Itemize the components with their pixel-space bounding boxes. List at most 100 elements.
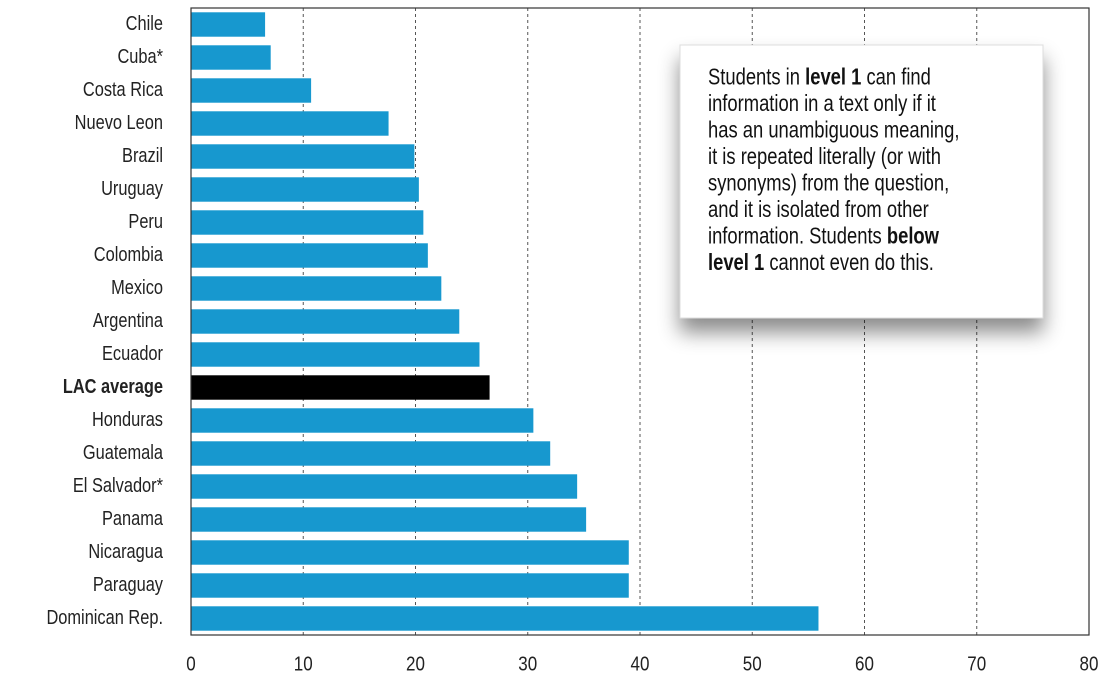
annotation-line: information in a text only if it (708, 91, 936, 116)
bar (191, 111, 389, 136)
y-tick: Argentina (93, 308, 164, 331)
x-tick-label: 40 (631, 652, 650, 675)
x-tick: 0 (186, 652, 195, 675)
y-tick: Cuba* (117, 44, 163, 67)
y-tick-label: Nicaragua (88, 539, 163, 562)
bar (191, 144, 415, 169)
x-tick: 10 (294, 652, 313, 675)
y-tick: LAC average (63, 374, 163, 397)
bar (191, 177, 419, 202)
y-tick: Colombia (94, 242, 164, 265)
y-tick: Uruguay (101, 176, 164, 199)
x-tick: 60 (855, 652, 874, 675)
bar (191, 408, 534, 433)
bar (191, 441, 551, 466)
y-tick-label: Cuba* (117, 44, 163, 67)
y-tick-label: Chile (126, 11, 163, 34)
x-tick-label: 70 (967, 652, 986, 675)
y-tick-label: Panama (102, 506, 164, 529)
bar (191, 78, 312, 103)
annotation-line: level 1 cannot even do this. (708, 250, 934, 275)
y-tick: El Salvador* (73, 473, 163, 496)
x-tick: 20 (406, 652, 425, 675)
bar (191, 276, 442, 301)
y-tick: Nuevo Leon (75, 110, 163, 133)
y-tick-label: Dominican Rep. (46, 605, 163, 628)
annotation-text: Students in level 1 can find (708, 64, 931, 89)
y-tick-label: Costa Rica (83, 77, 164, 100)
annotation-run: it is repeated literally (or with (708, 144, 941, 169)
annotation-run: Students in (708, 64, 805, 89)
y-tick-label: Argentina (93, 308, 164, 331)
y-tick: Peru (128, 209, 163, 232)
y-tick-label: Paraguay (93, 572, 164, 595)
annotation-text: synonyms) from the question, (708, 170, 949, 195)
annotation-run: cannot even do this. (764, 250, 934, 275)
annotation-run: synonyms) from the question, (708, 170, 949, 195)
x-tick-label: 20 (406, 652, 425, 675)
bar (191, 507, 587, 532)
bar (191, 210, 424, 235)
y-tick: Paraguay (93, 572, 164, 595)
bar (191, 606, 819, 631)
annotation-text: level 1 cannot even do this. (708, 250, 934, 275)
bar (191, 309, 460, 334)
y-tick: Guatemala (83, 440, 164, 463)
x-tick: 70 (967, 652, 986, 675)
x-tick: 80 (1080, 652, 1099, 675)
x-tick-label: 30 (518, 652, 537, 675)
annotation-run: level 1 (805, 64, 861, 89)
annotation-run: and it is isolated from other (708, 197, 929, 222)
y-tick: Nicaragua (88, 539, 163, 562)
bar (191, 375, 490, 400)
y-tick-label: Honduras (92, 407, 163, 430)
x-tick: 50 (743, 652, 762, 675)
x-tick-label: 50 (743, 652, 762, 675)
x-tick: 40 (631, 652, 650, 675)
annotation-text: information in a text only if it (708, 91, 936, 116)
annotation-run: can find (861, 64, 931, 89)
bar (191, 342, 480, 367)
bar (191, 474, 578, 499)
y-tick-label: Brazil (122, 143, 163, 166)
annotation-run: information. Students (708, 223, 887, 248)
annotation-line: it is repeated literally (or with (708, 144, 941, 169)
annotation-box (679, 44, 1044, 319)
y-tick: Honduras (92, 407, 163, 430)
annotation-line: synonyms) from the question, (708, 170, 949, 195)
y-tick-label: LAC average (63, 374, 163, 397)
annotation-text: and it is isolated from other (708, 197, 929, 222)
annotation-line: Students in level 1 can find (708, 64, 931, 89)
x-tick-label: 10 (294, 652, 313, 675)
x-tick-label: 0 (186, 652, 195, 675)
y-tick: Costa Rica (83, 77, 164, 100)
y-tick-label: Ecuador (102, 341, 163, 364)
annotation-run: level 1 (708, 250, 764, 275)
annotation-line: information. Students below (708, 223, 940, 248)
y-tick: Chile (126, 11, 163, 34)
bar (191, 45, 271, 70)
annotation-text: information. Students below (708, 223, 940, 248)
bar (191, 573, 629, 598)
y-tick-label: Mexico (111, 275, 163, 298)
y-tick: Mexico (111, 275, 163, 298)
x-tick: 30 (518, 652, 537, 675)
annotation-line: and it is isolated from other (708, 197, 929, 222)
y-tick: Brazil (122, 143, 163, 166)
bar (191, 540, 629, 565)
plot-frame (190, 7, 1090, 636)
x-tick-label: 60 (855, 652, 874, 675)
y-tick-label: Nuevo Leon (75, 110, 163, 133)
y-tick-label: Peru (128, 209, 163, 232)
bar (191, 243, 428, 268)
x-tick-label: 80 (1080, 652, 1099, 675)
y-tick: Ecuador (102, 341, 163, 364)
annotation-run: has an unambiguous meaning, (708, 117, 959, 142)
annotation-text: it is repeated literally (or with (708, 144, 941, 169)
annotation-line: has an unambiguous meaning, (708, 117, 959, 142)
y-tick: Panama (102, 506, 164, 529)
bar (191, 12, 266, 37)
annotation-run: below (887, 223, 940, 248)
y-tick: Dominican Rep. (46, 605, 163, 628)
